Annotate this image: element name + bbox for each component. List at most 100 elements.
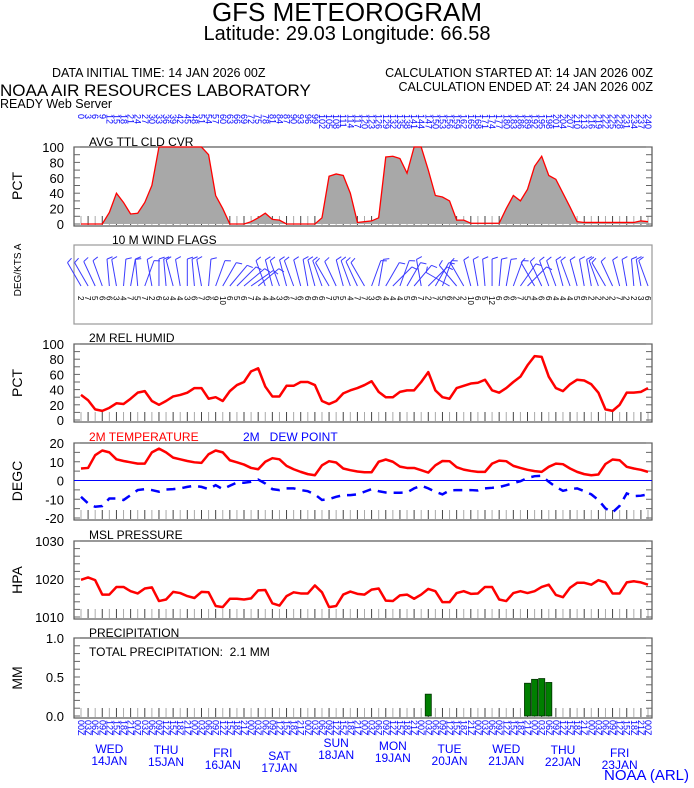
wind-barb-staff [236,266,257,287]
utc-hour-label: 06Z [147,720,157,736]
wind-speed-label: 3 [636,296,645,301]
date-label: 23JAN [602,758,638,772]
utc-hour-label: 09Z [608,720,618,736]
wind-barb-feather [293,256,300,261]
wind-speed-label: 5 [437,296,446,301]
wind-speed-label: 4 [175,296,184,301]
wind-barb-feather [600,257,606,262]
wind-speed-label: 7 [324,296,333,301]
forecast-hour-label: 132 [388,114,398,129]
forecast-hour-label: 87 [282,114,292,124]
forecast-hour-label: 63 [225,114,235,124]
forecast-hour-label: 177 [494,114,504,129]
forecast-hour-label: 3 [83,114,93,119]
ylabel-wind: DEG/KTS A [13,243,24,296]
utc-hour-label: 03Z [537,720,547,736]
wind-speed-label: 6 [154,296,163,301]
wind-barb-feather [612,256,618,261]
y-tick-label: 0 [57,413,64,428]
wind-barb-feather [265,256,271,261]
y-tick-label: 80 [50,155,64,170]
wind-barb-feather [279,256,285,261]
utc-hour-label: 12Z [558,720,568,736]
forecast-hour-label: 30 [147,114,157,124]
wind-barb-staff [621,259,628,287]
y-tick-label: 20 [50,436,64,451]
wind-barb-staff [482,259,486,287]
wind-barb-staff [345,261,358,287]
precip-bar [538,678,546,717]
y-tick-label: 10 [50,455,64,470]
wind-barb-feather [431,264,438,269]
dew-point-line [80,474,649,514]
wind-barb-feather [83,257,89,262]
wind-speed-label: 4 [381,296,390,301]
forecast-hour-label: 111 [338,114,348,128]
wind-barb-feather [539,256,545,262]
forecast-hour-label: 33 [154,114,164,124]
y-tick-label: 60 [50,171,64,186]
wind-speed-label: 2 [629,296,638,301]
wind-speed-label: 4 [388,296,397,301]
y-tick-label: 20 [50,202,64,217]
wind-barb-feather [191,256,198,260]
wind-speed-label: 4 [267,296,276,301]
wind-barb-feather [449,257,455,263]
wind-speed-label: 2 [622,296,631,301]
wind-barb-staff [67,262,82,287]
utc-hour-label: 09Z [267,720,277,736]
organization-name: NOAA AIR RESOURCES LABORATORY [0,81,311,100]
wind-barb-feather [491,256,498,260]
forecast-hour-label: 126 [374,114,384,129]
page-title: GFS METEOROGRAM [211,0,483,27]
utc-hour-label: 21Z [466,720,476,736]
date-label: 18JAN [318,748,354,762]
forecast-hour-label: 183 [508,114,518,129]
legend-dew-point: 2M DEW POINT [243,430,338,444]
forecast-hour-label: 222 [600,114,610,129]
utc-hour-label: 21Z [352,720,362,736]
wind-speed-label: 6 [473,296,482,301]
wind-barb-staff [165,259,174,287]
wind-speed-label: 4 [530,296,539,301]
panel-frame [73,244,653,325]
wind-speed-label: 3 [274,296,283,301]
forecast-hour-label: 9 [97,114,107,119]
wind-barb-feather [416,256,423,260]
wind-barb-feather [520,257,526,263]
wind-barb-staff [630,259,635,287]
panel-title-rh: 2M REL HUMID [89,331,175,345]
forecast-hour-label: 210 [572,114,582,129]
wind-speed-label: 4 [558,296,567,301]
wind-speed-label: 6 [544,296,553,301]
forecast-hour-label: 174 [487,114,497,129]
date-label: 20JAN [432,754,468,768]
date-label: 15JAN [148,755,184,769]
forecast-hour-label: 96 [303,114,313,124]
wind-speed-label: 7 [126,296,135,301]
wind-barb-feather [146,256,153,260]
utc-hour-label: 09Z [324,720,334,736]
wind-barb-staff [588,260,599,287]
panel-4: 1010 1020 1030 [35,534,653,625]
wind-barb-staff [560,260,571,287]
pressure-line [80,576,649,609]
wind-speed-label: 7 [246,296,255,301]
wind-barb-feather [438,259,443,266]
wind-barb-staff [539,260,550,287]
ylabel-pressure: HPA [9,565,25,593]
forecast-hour-label: 192 [530,114,540,129]
wind-barb-feather [569,256,576,261]
wind-speed-label: 6 [537,296,546,301]
utc-hour-label: 06Z [260,720,270,736]
forecast-hour-label: 72 [246,114,256,124]
forecast-hour-label: 105 [324,114,334,129]
forecast-hour-label: 180 [501,114,511,129]
utc-hour-label: 00Z [473,720,483,736]
forecast-hour-label: 186 [515,114,525,129]
wind-barb-staff [612,259,621,287]
forecast-hour-label: 39 [168,114,178,124]
credit-label: NOAA (ARL) [604,767,690,784]
utc-hour-label: 18Z [232,720,242,736]
